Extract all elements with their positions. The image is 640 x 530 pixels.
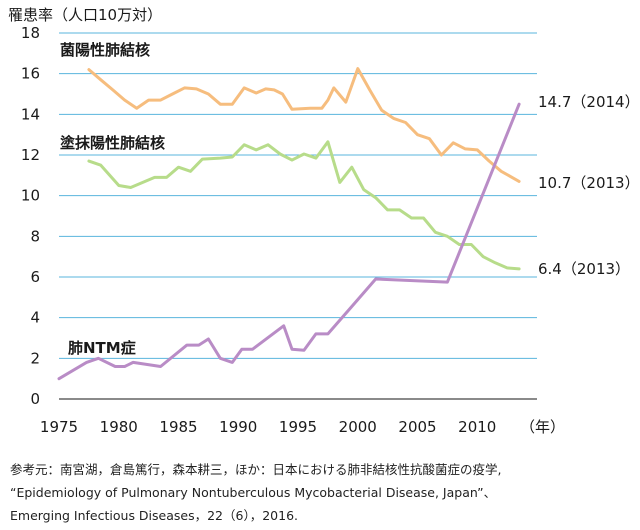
source-citation: 参考元：南宮湖，倉島篤行，森本耕三，ほか：日本における肺非結核性抗酸菌症の疫学,… <box>10 458 635 527</box>
end-label-pulmonary-ntm: 14.7（2014） <box>538 93 640 111</box>
grid-lines <box>59 32 537 400</box>
x-tick-labels: 1975 1980 1985 1990 1995 2000 2005 2010 <box>40 418 496 436</box>
y-axis-label: 罹患率（人口10万対） <box>8 6 162 24</box>
x-tick-label: 2000 <box>339 418 377 436</box>
series-line-pulmonary-ntm <box>57 102 521 381</box>
series-lines <box>57 67 521 381</box>
y-tick-label: 14 <box>21 105 40 123</box>
y-tick-label: 8 <box>30 227 40 245</box>
series-line-smear-positive-tb <box>87 140 521 271</box>
x-tick-label: 1995 <box>279 418 317 436</box>
y-tick-label: 2 <box>30 349 40 367</box>
x-tick-label: 2005 <box>398 418 436 436</box>
x-axis-unit-label: （年） <box>520 418 565 436</box>
y-tick-label: 4 <box>30 309 40 327</box>
source-line-3: Emerging Infectious Diseases，22（6），2016. <box>10 508 298 523</box>
y-tick-label: 0 <box>30 390 40 408</box>
x-tick-label: 2010 <box>458 418 496 436</box>
source-line-1: 参考元：南宮湖，倉島篤行，森本耕三，ほか：日本における肺非結核性抗酸菌症の疫学, <box>10 462 502 477</box>
y-tick-label: 10 <box>21 187 40 205</box>
x-tick-label: 1985 <box>159 418 197 436</box>
series-label-smear-positive-tb: 塗抹陽性肺結核 <box>60 134 165 152</box>
series-label-culture-positive-tb: 菌陽性肺結核 <box>60 41 150 59</box>
y-tick-label: 16 <box>21 65 40 83</box>
series-line-culture-positive-tb <box>87 67 521 183</box>
x-tick-label: 1980 <box>100 418 138 436</box>
x-tick-label: 1975 <box>40 418 78 436</box>
x-tick-label: 1990 <box>219 418 257 436</box>
end-label-culture-positive-tb: 10.7（2013） <box>538 174 640 192</box>
end-value-labels: 10.7（2013） 6.4（2013） 14.7（2014） <box>538 93 640 278</box>
y-tick-label: 18 <box>21 24 40 42</box>
source-line-2: “Epidemiology of Pulmonary Nontuberculou… <box>10 485 497 500</box>
y-tick-labels: 0 2 4 6 8 10 12 14 16 18 <box>21 24 40 408</box>
line-chart: 0 2 4 6 8 10 12 14 16 18 1975 1980 1985 1990 1995 2000… <box>8 6 640 436</box>
end-label-smear-positive-tb: 6.4（2013） <box>538 260 630 278</box>
series-label-pulmonary-ntm: 肺NTM症 <box>68 339 136 357</box>
y-tick-label: 12 <box>21 146 40 164</box>
y-tick-label: 6 <box>30 268 40 286</box>
